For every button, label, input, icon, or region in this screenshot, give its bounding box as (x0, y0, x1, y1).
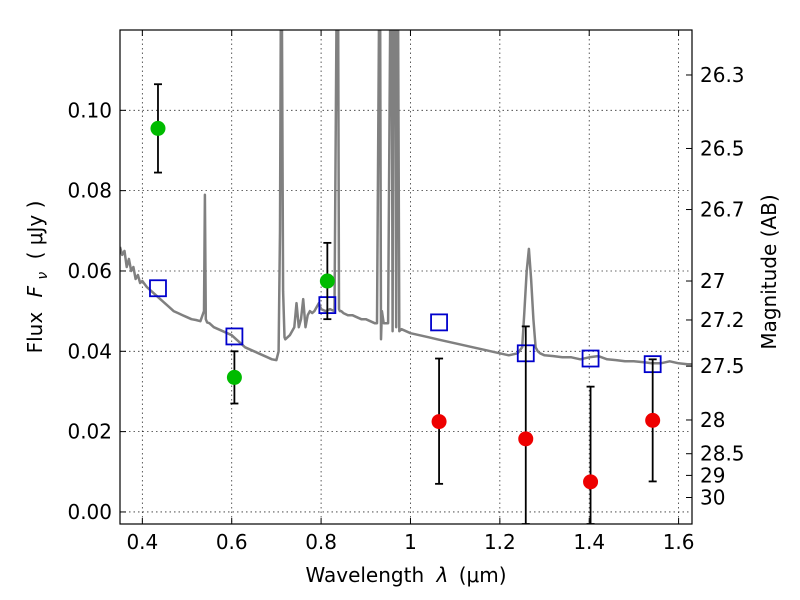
y2-tick-label: 27 (700, 269, 725, 293)
x-tick-label: 0.8 (305, 530, 337, 554)
x-tick-label: 1 (404, 530, 417, 554)
low-significance-point-errorbar (521, 325, 530, 524)
y-axis-label-subscript: ν (35, 272, 51, 280)
detection-point (150, 120, 166, 136)
plot-frame (119, 29, 693, 525)
y-tick-label: 0.02 (67, 420, 112, 444)
y2-tick-label: 27.2 (700, 308, 745, 332)
y-axis-label-symbol: F (23, 285, 47, 297)
model-photometry-box (149, 279, 167, 298)
x-axis-label-unit: (μm) (459, 563, 507, 587)
low-significance-point (518, 431, 534, 447)
model-photometry-box (225, 327, 244, 346)
model-photometry-box (581, 349, 600, 368)
y2-tick-label: 28.5 (700, 442, 745, 466)
data-points (149, 83, 662, 524)
template-spectrum-line (120, 30, 692, 366)
detection-point (226, 369, 242, 385)
y-tick-label: 0.08 (67, 179, 112, 203)
y2-tick-label: 26.3 (700, 63, 745, 87)
x-tick-label: 1.6 (663, 530, 695, 554)
x-tick-label: 1.4 (573, 530, 605, 554)
axis-ticks: 0.4 0.6 0.8 1 1.2 1.4 1.6 0.00 0.02 0.04 0.06 0.08 0… (67, 30, 745, 554)
x-tick-label: 0.6 (216, 530, 248, 554)
y2-tick-label: 26.7 (700, 198, 745, 222)
x-axis-label-symbol: λ (436, 563, 449, 587)
y-axis-label: Flux F ν ( μJy ) (23, 201, 52, 354)
grid-lines (120, 30, 692, 524)
low-significance-point (645, 412, 661, 428)
detection-point (319, 273, 335, 289)
y2-tick-label: 28 (700, 408, 725, 432)
y-tick-label: 0.06 (67, 259, 112, 283)
x-axis-label-text: Wavelength (305, 563, 424, 587)
secondary-y-axis-label: Magnitude (AB) (757, 194, 781, 349)
y-tick-label: 0.04 (67, 339, 112, 363)
y-axis-label-text: Flux (23, 312, 47, 354)
y-tick-label: 0.00 (67, 500, 112, 524)
low-significance-point-errorbar (586, 385, 595, 524)
y2-tick-label: 26.5 (700, 136, 745, 160)
y2-tick-label: 29 (700, 463, 725, 487)
y-tick-label: 0.10 (67, 98, 112, 122)
low-significance-point (431, 414, 447, 430)
y2-tick-label: 30 (700, 485, 725, 509)
y2-tick-label: 27.5 (700, 354, 745, 378)
template-spectrum (120, 30, 692, 366)
x-axis-label: Wavelength λ (μm) (305, 563, 506, 587)
y-axis-label-unit: ( μJy ) (23, 201, 47, 260)
low-significance-point (583, 474, 599, 490)
x-tick-label: 0.4 (126, 530, 158, 554)
model-photometry-box (430, 313, 448, 332)
x-tick-label: 1.2 (484, 530, 516, 554)
